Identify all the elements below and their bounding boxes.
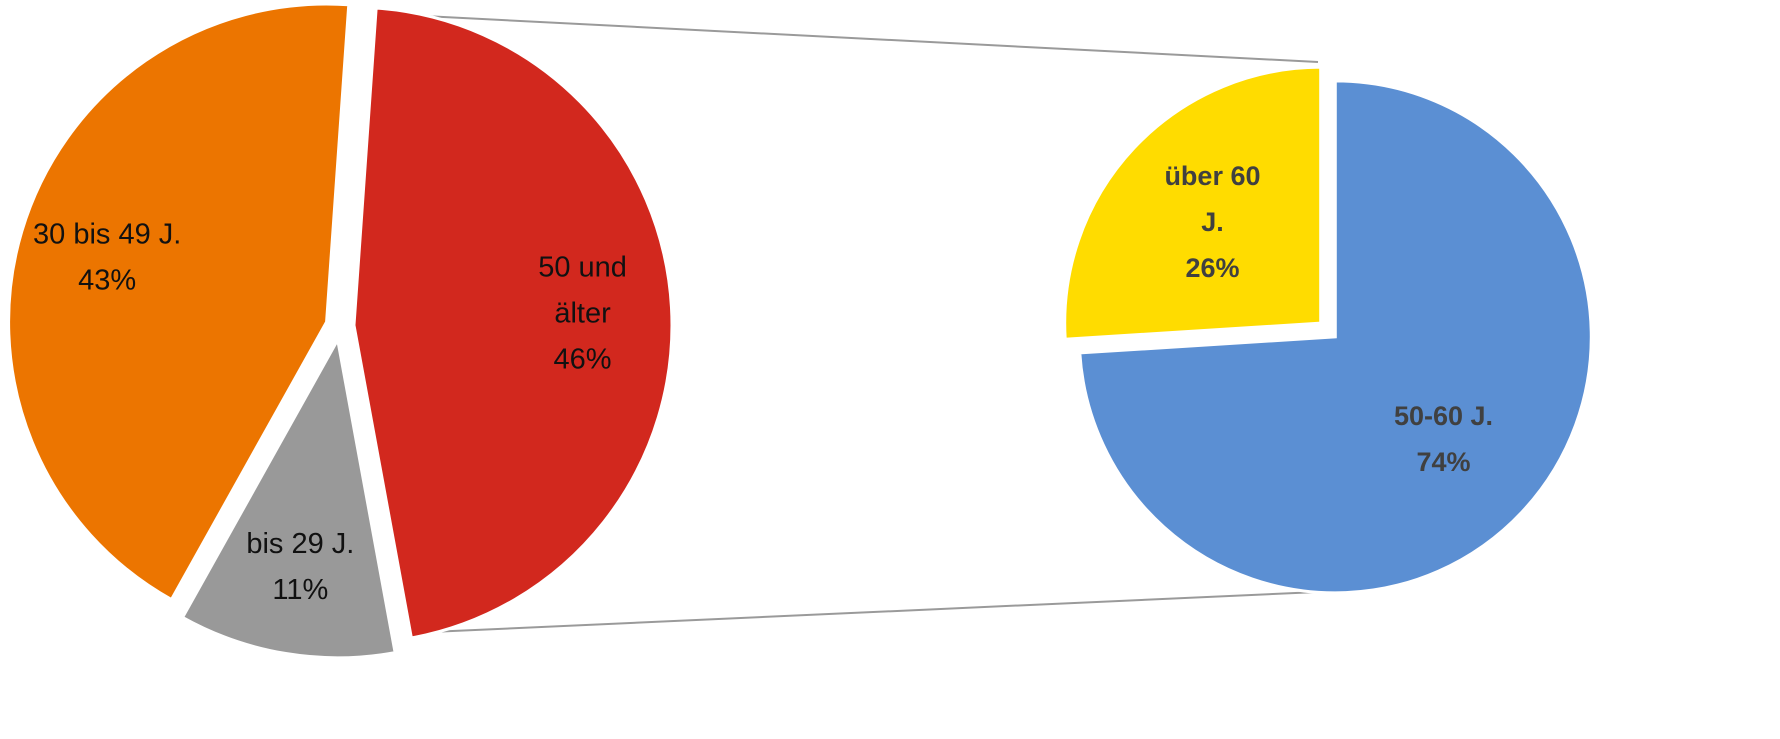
main-slice-50-und-aelter-label-text: 50 und (538, 252, 627, 284)
sub-pie: 50-60 J. 74% über 60 J. 26% (1063, 65, 1593, 595)
main-slice-30-bis-49-j-label: 30 bis 49 J. 43% (33, 219, 181, 297)
sub-slice-ueber-60-j-label-text: J. (1201, 207, 1224, 237)
main-slice-bis-29-j-percentage: 11% (272, 574, 328, 606)
sub-slice-ueber-60-j-percentage: 26% (1185, 253, 1239, 283)
sub-slice-50-60-j-percentage: 74% (1417, 447, 1471, 477)
main-slice-50-und-aelter-percentage: 46% (554, 344, 612, 376)
sub-slice-50-60-j-label-text: 50-60 J. (1394, 401, 1493, 431)
main-slice-bis-29-j-label: bis 29 J. 11% (246, 528, 354, 606)
connector-lines (423, 15, 1319, 633)
main-slice-30-bis-49-j-percentage: 43% (78, 265, 136, 297)
main-pie: 50 und älter 46% bis 29 J. 11% 30 bis 49 J. 43… (7, 2, 674, 660)
main-slice-50-und-aelter-label: 50 und älter 46% (538, 252, 627, 376)
connector-line-bottom (429, 591, 1319, 633)
main-slice-30-bis-49-j (7, 2, 351, 602)
sub-slice-50-60-j (1078, 79, 1593, 595)
main-slice-50-und-aelter-label-text: älter (554, 298, 611, 330)
sub-slice-50-60-j-label: 50-60 J. 74% (1394, 401, 1493, 477)
main-slice-50-und-aelter (352, 6, 674, 640)
sub-slice-ueber-60-j-label: über 60 J. 26% (1164, 161, 1260, 283)
sub-slice-ueber-60-j (1063, 65, 1323, 341)
main-slice-bis-29-j-label-text: bis 29 J. (246, 528, 354, 560)
connector-line-top (423, 15, 1319, 63)
sub-slice-ueber-60-j-label-text: über 60 (1164, 161, 1260, 191)
main-slice-bis-29-j (180, 335, 397, 660)
main-slice-30-bis-49-j-label-text: 30 bis 49 J. (33, 219, 181, 251)
